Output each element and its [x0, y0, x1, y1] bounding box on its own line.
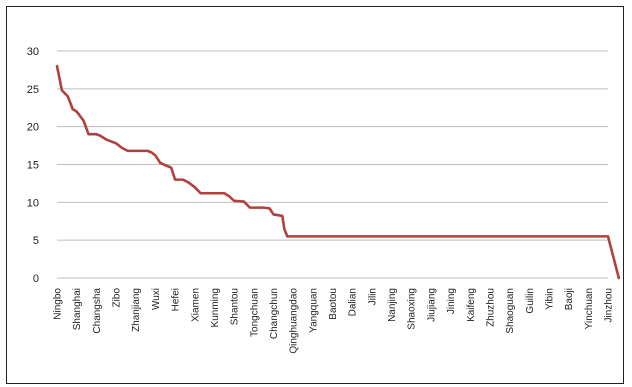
x-tick-label: Zibo [112, 288, 123, 308]
x-tick-label: Jining [446, 288, 457, 314]
x-tick-label: Kaifeng [466, 288, 477, 322]
x-tick-label: Shaoxing [407, 288, 418, 330]
x-tick-label: Jiujiang [426, 288, 437, 322]
series-layer [55, 64, 621, 280]
x-tick-label: Xiamen [190, 288, 201, 322]
x-tick-label: Hefei [171, 288, 182, 311]
x-tick-label: Tongchuan [249, 288, 260, 337]
y-tick-label: 20 [27, 122, 39, 134]
x-axis-ticks: Ningbo Shanghai Changsha Zibo Zhanjiang Wuxi H… [53, 288, 615, 354]
line-chart: 0 5 10 15 20 25 30 Ningbo Shanghai Changsha Zibo Z… [27, 46, 621, 354]
x-tick-label: Baotou [328, 288, 339, 320]
x-tick-label: Shantou [230, 288, 241, 325]
x-tick-label: Zhuzhou [485, 288, 496, 327]
x-tick-label: Kunming [210, 288, 221, 327]
y-tick-label: 30 [27, 46, 39, 58]
x-tick-label: Changchun [269, 288, 280, 339]
series-line [55, 64, 621, 280]
x-tick-label: Shaoguan [505, 288, 516, 334]
x-tick-label: Jilin [367, 288, 378, 305]
x-tick-label: Baoji [564, 288, 575, 310]
y-axis-ticks: 0 5 10 15 20 25 30 [27, 46, 39, 285]
x-tick-label: Qinghuangdao [289, 288, 300, 354]
x-tick-label: Yinchuan [584, 288, 595, 329]
x-tick-label: Ningbo [53, 288, 64, 320]
x-tick-label: Guilin [525, 288, 536, 314]
x-tick-label: Nanjing [387, 288, 398, 322]
x-tick-label: Dalian [348, 288, 359, 316]
y-tick-label: 10 [27, 197, 39, 209]
x-tick-label: Yibin [544, 288, 555, 310]
x-tick-label: Shanghai [72, 288, 83, 330]
y-tick-label: 0 [33, 273, 39, 285]
y-tick-label: 5 [33, 235, 39, 247]
x-tick-label: Zhanjiang [131, 288, 142, 332]
chart-frame: 0 5 10 15 20 25 30 Ningbo Shanghai Changsha Zibo Z… [6, 6, 624, 384]
y-tick-label: 15 [27, 160, 39, 172]
x-tick-label: Jinzhou [604, 288, 615, 322]
y-tick-label: 25 [27, 84, 39, 96]
gridlines [57, 50, 608, 279]
x-tick-label: Wuxi [151, 288, 162, 310]
x-tick-label: Changsha [92, 288, 103, 334]
x-tick-label: Yangquan [308, 288, 319, 333]
